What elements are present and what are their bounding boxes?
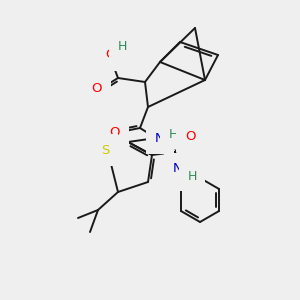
Text: O: O (92, 82, 102, 94)
Text: O: O (185, 130, 195, 142)
Text: N: N (155, 131, 165, 145)
Text: H: H (187, 169, 197, 182)
Text: H: H (117, 40, 127, 53)
Text: O: O (105, 49, 115, 62)
Text: O: O (110, 125, 120, 139)
Text: H: H (168, 128, 178, 140)
Text: S: S (101, 143, 109, 157)
Text: N: N (173, 163, 183, 176)
